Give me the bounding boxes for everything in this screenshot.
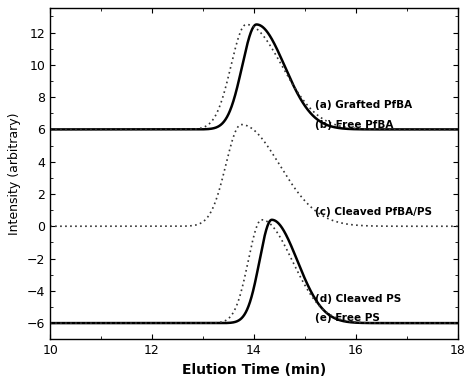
Y-axis label: Intensity (arbitrary): Intensity (arbitrary): [9, 112, 21, 235]
Text: (b) Free PfBA: (b) Free PfBA: [315, 120, 393, 130]
Text: (d) Cleaved PS: (d) Cleaved PS: [315, 294, 401, 304]
Text: (a) Grafted PfBA: (a) Grafted PfBA: [315, 100, 412, 110]
Text: (c) Cleaved PfBA/PS: (c) Cleaved PfBA/PS: [315, 207, 432, 217]
X-axis label: Elution Time (min): Elution Time (min): [182, 363, 326, 377]
Text: (e) Free PS: (e) Free PS: [315, 313, 380, 323]
